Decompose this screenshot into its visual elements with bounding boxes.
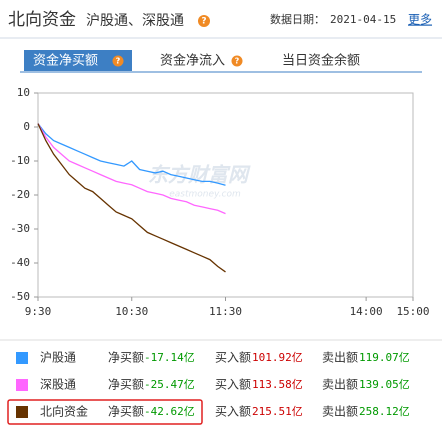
title: 北向资金 xyxy=(8,10,76,30)
x-tick-label: 10:30 xyxy=(115,305,148,318)
date: 2021-04-15 xyxy=(330,13,396,26)
legend-name: 北向资金 xyxy=(40,404,88,419)
sell-label: 卖出额 xyxy=(322,378,358,392)
series-line xyxy=(37,123,226,273)
watermark: 东方财富网 xyxy=(148,163,251,187)
buy-label: 买入额 xyxy=(215,378,251,392)
legend-name: 深股通 xyxy=(40,378,76,392)
watermark: eastmoney.com xyxy=(169,190,241,200)
legend-name: 沪股通 xyxy=(40,351,76,365)
more-link[interactable]: 更多 xyxy=(408,13,432,27)
legend-swatch xyxy=(16,379,28,391)
row-highlight xyxy=(7,399,203,425)
tab[interactable]: 资金净买额 xyxy=(33,53,98,69)
subtitle: 沪股通、深股通 xyxy=(86,13,184,29)
sell-value: 258.12亿 xyxy=(359,405,410,418)
help-icon-text: ? xyxy=(201,17,206,27)
buy-label: 买入额 xyxy=(215,351,251,365)
net-label: 净买额 xyxy=(108,405,144,419)
sell-label: 卖出额 xyxy=(322,405,358,419)
tab-active[interactable] xyxy=(24,50,132,71)
x-tick-label: 15:00 xyxy=(396,305,429,318)
series-line xyxy=(37,123,226,186)
buy-value: 215.51亿 xyxy=(252,405,303,418)
help-icon[interactable] xyxy=(112,55,124,67)
tab[interactable]: 当日资金余额 xyxy=(282,53,360,69)
y-tick-label: -30 xyxy=(10,222,30,235)
net-value: -17.14亿 xyxy=(144,351,195,364)
sell-label: 卖出额 xyxy=(322,351,358,365)
help-icon-text: ? xyxy=(235,57,240,66)
help-icon[interactable] xyxy=(198,15,210,27)
series-line xyxy=(37,123,226,215)
x-tick-label: 9:30 xyxy=(25,305,52,318)
y-tick-label: -10 xyxy=(10,154,30,167)
buy-label: 买入额 xyxy=(215,405,251,419)
y-tick-label: 10 xyxy=(17,86,30,99)
sell-value: 119.07亿 xyxy=(359,351,410,364)
tab[interactable]: 资金净流入 xyxy=(160,53,225,69)
sell-value: 139.05亿 xyxy=(359,378,410,391)
y-tick-label: -50 xyxy=(10,290,30,303)
net-value: -25.47亿 xyxy=(144,378,195,391)
net-label: 净买额 xyxy=(108,351,144,365)
help-icon-text: ? xyxy=(116,57,121,66)
help-icon[interactable] xyxy=(231,55,243,67)
y-tick-label: -40 xyxy=(10,256,30,269)
legend-swatch xyxy=(16,352,28,364)
x-tick-label: 11:30 xyxy=(209,305,242,318)
y-tick-label: 0 xyxy=(23,120,30,133)
buy-value: 101.92亿 xyxy=(252,351,303,364)
x-tick-label: 14:00 xyxy=(350,305,383,318)
net-value: -42.62亿 xyxy=(144,405,195,418)
legend-swatch xyxy=(16,406,28,418)
buy-value: 113.58亿 xyxy=(252,378,303,391)
net-label: 净买额 xyxy=(108,378,144,392)
y-tick-label: -20 xyxy=(10,188,30,201)
date-label: 数据日期： xyxy=(270,12,325,26)
